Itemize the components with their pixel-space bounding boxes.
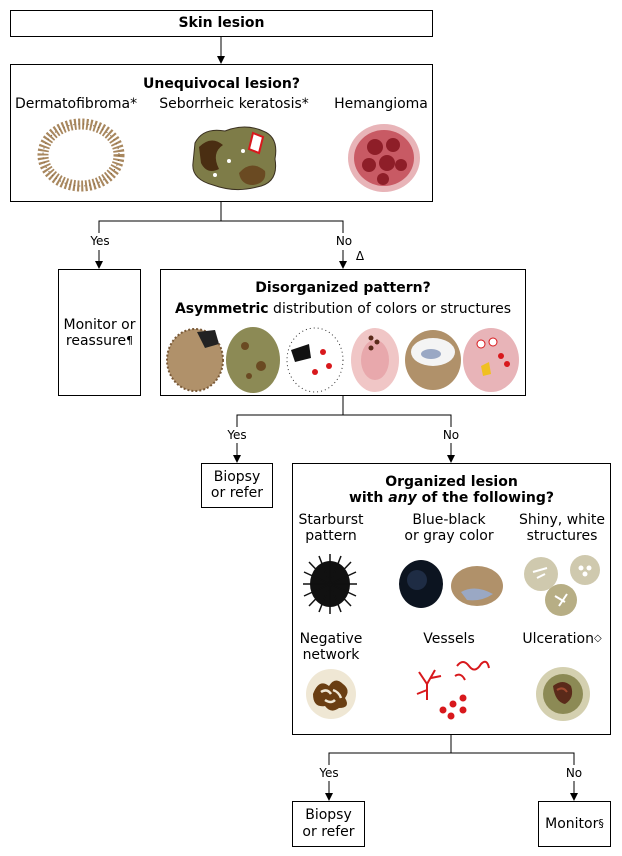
feature-starburst-line2: pattern bbox=[305, 528, 357, 544]
q2-subtitle-bold: Asymmetric bbox=[174, 301, 269, 317]
line-q1-yes bbox=[98, 201, 222, 233]
feature-starburst-line1: Starburst bbox=[298, 512, 364, 528]
q1-item-dermatofibroma: Dermatofibroma* bbox=[11, 96, 141, 112]
line-q3-no bbox=[451, 752, 575, 765]
q2-node: Disorganized pattern? Asymmetric distrib… bbox=[160, 269, 526, 396]
monitor-label: Monitor bbox=[545, 816, 599, 832]
hemangioma-image bbox=[348, 124, 420, 192]
branch1-no-footnote: Δ bbox=[355, 249, 365, 263]
biopsy2-line2: or refer bbox=[302, 824, 355, 840]
q2-title: Disorganized pattern? bbox=[255, 280, 431, 296]
feature-blueblack-line1: Blue-black bbox=[412, 512, 486, 528]
dermatofibroma-footnote: * bbox=[130, 96, 138, 112]
shiny-white-structures-image bbox=[524, 555, 600, 616]
q2-subtitle-rest: distribution of colors or structures bbox=[268, 301, 512, 317]
ulceration-image bbox=[536, 667, 590, 721]
feature-ulceration-line1: Ulceration◇ bbox=[513, 631, 611, 647]
feature-vessels-line1: Vessels bbox=[423, 631, 475, 647]
blue-black-gray-image bbox=[399, 560, 503, 608]
seborrheic-footnote: * bbox=[301, 96, 309, 112]
starburst-pattern-image bbox=[303, 554, 357, 614]
q2-subtitle: Asymmetric distribution of colors or str… bbox=[161, 301, 525, 317]
monitor-reassure-node: Monitor or reassure¶ bbox=[58, 269, 141, 396]
monitor-footnote: § bbox=[598, 817, 604, 830]
monitor-label-wrap: Monitor§ bbox=[539, 816, 610, 832]
branch1-yes: Yes bbox=[90, 234, 110, 248]
line-q2-yes bbox=[236, 396, 344, 427]
q1-item-hemangioma: Hemangioma bbox=[326, 96, 436, 112]
q3-title-line2: with any of the following? bbox=[293, 490, 610, 506]
q3-node: Organized lesion with any of the followi… bbox=[292, 463, 611, 735]
feature-negative-line2: network bbox=[302, 647, 360, 663]
branch3-yes: Yes bbox=[319, 766, 339, 780]
q3-title-pre: with bbox=[348, 490, 389, 506]
ulceration-label: Ulceration bbox=[522, 631, 594, 647]
branch2-no: No bbox=[442, 428, 460, 442]
vessels-image bbox=[416, 660, 490, 720]
monitor-reassure-line2-wrap: reassure¶ bbox=[59, 333, 140, 349]
monitor-reassure-line2: reassure bbox=[65, 333, 127, 349]
hemangioma-label: Hemangioma bbox=[334, 96, 428, 112]
q3-title-emphasis: any bbox=[388, 490, 417, 506]
dermatofibroma-image bbox=[37, 118, 125, 192]
q3-title-post: of the following? bbox=[416, 490, 555, 506]
q1-title: Unequivocal lesion? bbox=[143, 76, 300, 92]
biopsy2-line1: Biopsy bbox=[305, 807, 352, 823]
line-q3-yes bbox=[328, 734, 452, 765]
start-label: Skin lesion bbox=[178, 15, 265, 31]
biopsy-refer-node-2: Biopsy or refer bbox=[292, 801, 365, 847]
dermatofibroma-label: Dermatofibroma bbox=[14, 96, 131, 112]
ulceration-footnote: ◇ bbox=[593, 633, 602, 644]
feature-blueblack-line2: or gray color bbox=[404, 528, 494, 544]
seborrheic-label: Seborrheic keratosis bbox=[159, 96, 302, 112]
biopsy-refer-node-1: Biopsy or refer bbox=[201, 463, 273, 508]
disorganized-lesion-images bbox=[166, 327, 519, 393]
branch2-yes: Yes bbox=[227, 428, 247, 442]
seborrheic-keratosis-image bbox=[192, 126, 277, 191]
q1-node: Unequivocal lesion? Dermatofibroma* Sebo… bbox=[10, 64, 433, 202]
biopsy1-line1: Biopsy bbox=[213, 469, 261, 485]
feature-shiny-line1: Shiny, white bbox=[518, 512, 606, 528]
monitor-node: Monitor§ bbox=[538, 801, 611, 847]
feature-negative-line1: Negative bbox=[299, 631, 363, 647]
line-q2-no bbox=[343, 414, 452, 427]
start-node: Skin lesion bbox=[10, 10, 433, 37]
branch1-no: No bbox=[335, 234, 353, 248]
biopsy1-line2: or refer bbox=[210, 485, 264, 501]
branch3-no: No bbox=[565, 766, 583, 780]
feature-shiny-line2: structures bbox=[526, 528, 598, 544]
negative-network-image bbox=[306, 669, 356, 719]
line-q1-no bbox=[221, 220, 344, 233]
q1-item-seborrheic: Seborrheic keratosis* bbox=[149, 96, 319, 112]
q3-title-line1: Organized lesion bbox=[385, 474, 518, 490]
monitor-reassure-line1: Monitor or bbox=[63, 317, 136, 333]
monitor-reassure-footnote: ¶ bbox=[126, 334, 134, 347]
